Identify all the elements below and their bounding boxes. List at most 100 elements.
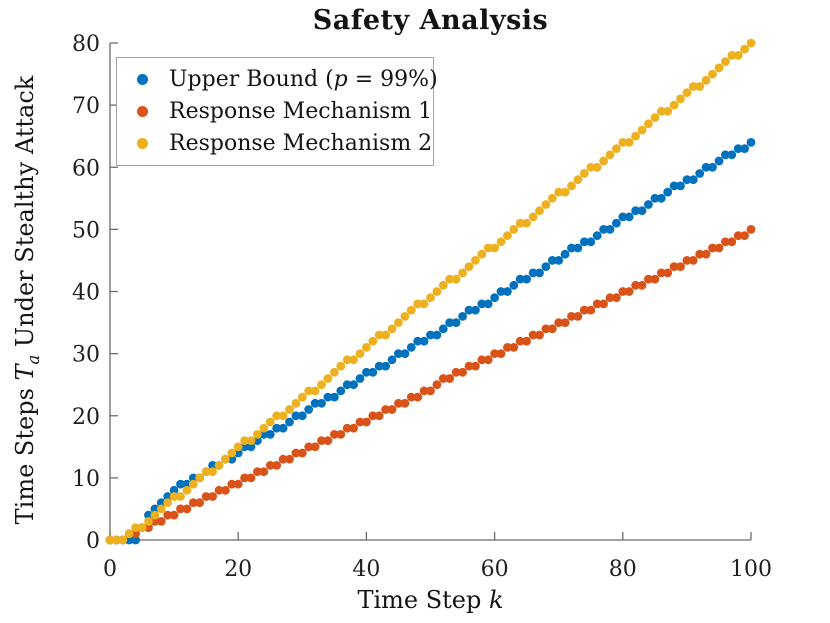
legend-label: Response Mechanism 2 xyxy=(169,131,432,156)
x-tick-label: 60 xyxy=(481,557,509,582)
legend-item-upper-bound: Upper Bound (p = 99%) xyxy=(117,63,438,95)
data-point xyxy=(310,386,320,396)
data-point xyxy=(144,517,153,526)
x-tick-label: 40 xyxy=(352,557,380,582)
data-point xyxy=(413,392,423,402)
data-point xyxy=(169,492,179,501)
x-tick-label: 100 xyxy=(730,557,772,582)
data-point xyxy=(227,479,237,489)
data-point xyxy=(163,510,173,520)
data-point xyxy=(624,212,634,222)
data-point xyxy=(214,461,224,470)
data-point xyxy=(483,299,493,309)
data-point xyxy=(464,262,474,271)
data-point xyxy=(336,430,346,439)
data-point xyxy=(503,231,512,241)
data-point xyxy=(528,212,538,222)
data-point xyxy=(727,237,737,247)
scatter-series xyxy=(105,38,756,545)
data-point xyxy=(317,398,326,408)
data-point xyxy=(471,361,480,371)
legend-marker-blue-dot-icon xyxy=(137,73,148,85)
data-point xyxy=(304,405,314,414)
data-point xyxy=(169,510,179,520)
y-axis-subscript: a xyxy=(23,354,43,365)
data-point xyxy=(650,193,660,203)
data-point xyxy=(105,535,115,545)
data-point xyxy=(490,243,499,253)
data-point xyxy=(400,349,410,358)
data-point xyxy=(221,485,230,495)
legend-label-text: Upper Bound ( xyxy=(169,66,334,92)
data-point xyxy=(477,299,487,309)
data-point xyxy=(721,237,730,247)
data-point xyxy=(362,343,371,352)
data-point xyxy=(214,485,224,495)
data-point xyxy=(368,336,378,346)
data-point xyxy=(663,187,673,197)
data-point xyxy=(688,82,698,91)
data-point xyxy=(259,423,269,433)
data-point xyxy=(188,473,198,483)
data-point xyxy=(349,355,358,365)
data-point xyxy=(387,405,397,414)
data-point xyxy=(323,374,333,383)
data-point xyxy=(323,436,333,445)
data-point xyxy=(227,454,237,464)
data-point xyxy=(246,436,256,445)
data-point xyxy=(471,256,480,265)
data-point xyxy=(676,262,685,271)
data-point xyxy=(156,498,166,508)
data-point xyxy=(503,343,512,352)
data-point xyxy=(547,256,557,265)
data-point xyxy=(131,523,141,532)
data-point xyxy=(349,423,358,433)
data-point xyxy=(362,367,371,377)
data-point xyxy=(265,417,275,427)
data-point xyxy=(156,504,166,514)
x-tick-label: 20 xyxy=(224,557,252,582)
data-point xyxy=(740,144,749,154)
data-point xyxy=(432,330,442,340)
data-point xyxy=(708,243,717,253)
data-point xyxy=(471,305,480,315)
data-point xyxy=(330,367,339,377)
data-point xyxy=(381,405,390,414)
data-point xyxy=(663,106,673,116)
data-point xyxy=(259,430,269,439)
data-point xyxy=(310,442,320,452)
data-point xyxy=(746,38,756,48)
axis-tick-labels: 0 20 40 60 80 100 0 10 20 30 40 50 60 70 80 xyxy=(72,32,772,582)
data-point xyxy=(496,237,506,247)
data-point xyxy=(631,131,640,141)
data-point xyxy=(182,504,192,514)
data-point xyxy=(381,361,390,371)
data-point xyxy=(727,51,737,60)
data-point xyxy=(669,262,679,271)
data-point xyxy=(496,349,506,358)
data-point xyxy=(285,417,294,427)
data-point xyxy=(663,268,673,278)
chart-title: Safety Analysis xyxy=(312,5,549,36)
data-point xyxy=(714,156,724,166)
data-point xyxy=(688,175,698,185)
data-point xyxy=(695,82,705,91)
data-point xyxy=(644,119,653,129)
data-point xyxy=(265,430,275,439)
data-point xyxy=(201,492,211,501)
data-point xyxy=(432,287,442,296)
data-point xyxy=(727,150,737,160)
data-point xyxy=(624,138,634,147)
data-point xyxy=(458,312,467,321)
data-point xyxy=(624,287,634,296)
data-point xyxy=(342,380,352,390)
data-point xyxy=(650,113,660,122)
data-point xyxy=(176,504,185,514)
data-point xyxy=(188,479,198,489)
data-point xyxy=(310,398,320,408)
data-point xyxy=(573,312,583,321)
data-point xyxy=(522,274,531,284)
data-point xyxy=(676,181,685,191)
data-point xyxy=(330,392,339,402)
